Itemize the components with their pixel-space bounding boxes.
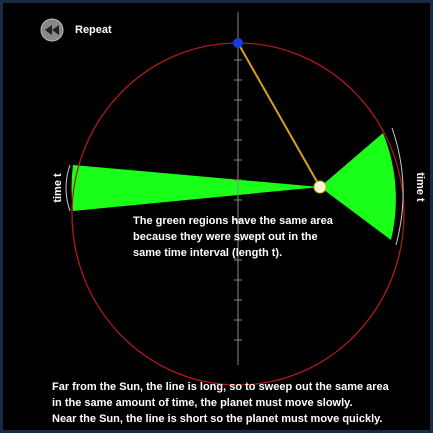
caption-line: The green regions have the same area <box>133 215 334 227</box>
explanation-line: in the same amount of time, the planet m… <box>52 397 353 409</box>
explanation-line: Far from the Sun, the line is long, so t… <box>52 381 390 393</box>
button-label[interactable]: Repeat <box>75 24 112 36</box>
sun <box>314 181 326 193</box>
caption-line: because they were swept out in the <box>133 231 318 243</box>
explanation-line: Near the Sun, the line is short so the p… <box>52 413 382 425</box>
page: time t time t Repeat The green regions h… <box>0 0 433 433</box>
planet <box>233 38 243 48</box>
time-label: time t <box>414 172 426 202</box>
time-label: time t <box>52 173 64 203</box>
caption-line: same time interval (length t). <box>133 247 282 259</box>
simulation: time t time t Repeat The green regions h… <box>0 0 433 433</box>
